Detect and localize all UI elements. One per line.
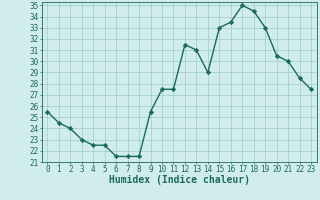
X-axis label: Humidex (Indice chaleur): Humidex (Indice chaleur) bbox=[109, 175, 250, 185]
